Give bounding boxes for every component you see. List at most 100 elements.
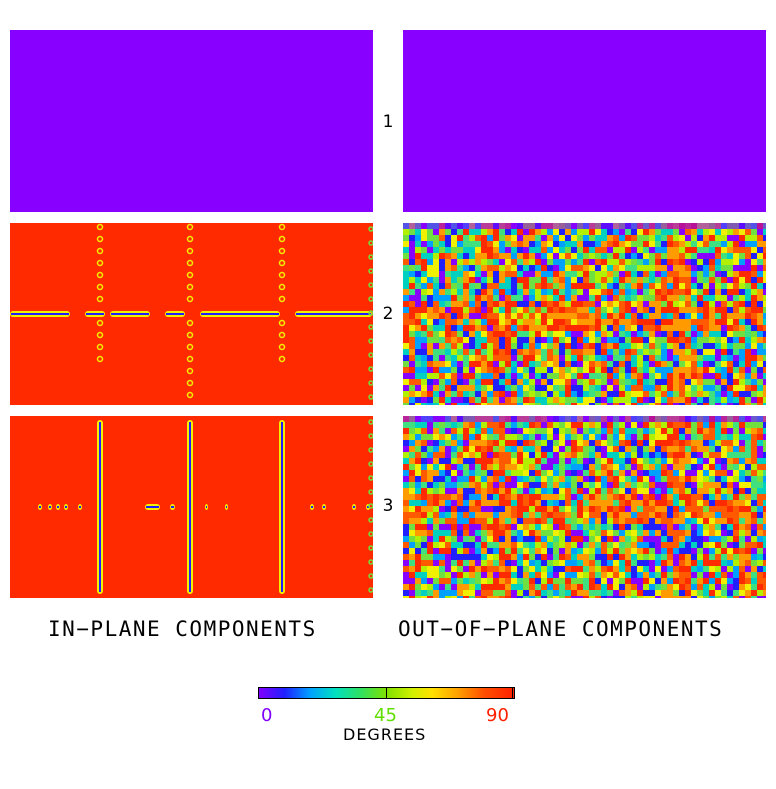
mosaic-cell bbox=[457, 446, 463, 452]
mosaic-cell bbox=[679, 512, 685, 518]
mosaic-cell bbox=[475, 241, 481, 247]
mosaic-cell bbox=[457, 229, 463, 235]
mosaic-cell bbox=[589, 361, 595, 367]
mosaic-cell bbox=[475, 530, 481, 536]
mosaic-cell bbox=[655, 494, 661, 500]
mosaic-cell bbox=[577, 229, 583, 235]
mosaic-cell bbox=[433, 482, 439, 488]
mosaic-cell bbox=[559, 307, 565, 313]
mosaic-cell bbox=[667, 446, 673, 452]
mosaic-cell bbox=[421, 337, 427, 343]
mosaic-cell bbox=[721, 596, 727, 598]
mosaic-cell bbox=[553, 578, 559, 584]
mosaic-cell bbox=[433, 488, 439, 494]
mosaic-cell bbox=[499, 482, 505, 488]
mosaic-cell bbox=[415, 434, 421, 440]
mosaic-cell bbox=[625, 572, 631, 578]
mosaic-cell bbox=[577, 325, 583, 331]
mosaic-cell bbox=[727, 458, 733, 464]
mosaic-cell bbox=[517, 355, 523, 361]
mosaic-cell bbox=[439, 434, 445, 440]
mosaic-cell bbox=[637, 253, 643, 259]
mosaic-cell bbox=[601, 355, 607, 361]
mosaic-cell bbox=[649, 428, 655, 434]
mosaic-cell bbox=[721, 301, 727, 307]
mosaic-cell bbox=[451, 325, 457, 331]
mosaic-cell bbox=[637, 271, 643, 277]
mosaic-cell bbox=[445, 349, 451, 355]
mosaic-cell bbox=[613, 422, 619, 428]
mosaic-cell bbox=[601, 470, 607, 476]
mosaic-cell bbox=[685, 271, 691, 277]
mosaic-cell bbox=[589, 241, 595, 247]
mosaic-cell bbox=[631, 367, 637, 373]
mosaic-cell bbox=[763, 361, 766, 367]
mosaic-cell bbox=[733, 349, 739, 355]
mosaic-cell bbox=[739, 470, 745, 476]
mosaic-cell bbox=[571, 554, 577, 560]
defect-dot bbox=[96, 331, 104, 339]
mosaic-cell bbox=[559, 337, 565, 343]
mosaic-cell bbox=[649, 584, 655, 590]
mosaic-cell bbox=[439, 307, 445, 313]
mosaic-cell bbox=[535, 518, 541, 524]
mosaic-cell bbox=[679, 542, 685, 548]
mosaic-cell bbox=[487, 367, 493, 373]
mosaic-cell bbox=[607, 452, 613, 458]
mosaic-cell bbox=[475, 301, 481, 307]
mosaic-cell bbox=[625, 307, 631, 313]
mosaic-cell bbox=[751, 385, 757, 391]
mosaic-cell bbox=[463, 572, 469, 578]
mosaic-cell bbox=[559, 512, 565, 518]
mosaic-cell bbox=[601, 361, 607, 367]
mosaic-cell bbox=[715, 349, 721, 355]
mosaic-cell bbox=[607, 536, 613, 542]
mosaic-cell bbox=[637, 578, 643, 584]
mosaic-cell bbox=[547, 464, 553, 470]
mosaic-cell bbox=[469, 241, 475, 247]
mosaic-cell bbox=[685, 235, 691, 241]
panel-inplane-row1 bbox=[10, 30, 373, 212]
mosaic-cell bbox=[505, 379, 511, 385]
mosaic-cell bbox=[415, 277, 421, 283]
mosaic-cell bbox=[535, 488, 541, 494]
mosaic-cell bbox=[613, 253, 619, 259]
mosaic-cell bbox=[703, 584, 709, 590]
mosaic-cell bbox=[727, 385, 733, 391]
defect-dot bbox=[186, 235, 194, 243]
mosaic-cell bbox=[655, 596, 661, 598]
mosaic-cell bbox=[637, 590, 643, 596]
mosaic-cell bbox=[433, 385, 439, 391]
mosaic-cell bbox=[589, 337, 595, 343]
mosaic-cell bbox=[457, 373, 463, 379]
mosaic-cell bbox=[409, 277, 415, 283]
mosaic-cell bbox=[607, 476, 613, 482]
mosaic-cell bbox=[763, 247, 766, 253]
mosaic-cell bbox=[559, 530, 565, 536]
edge-dot bbox=[368, 324, 373, 330]
mosaic-cell bbox=[493, 253, 499, 259]
mosaic-cell bbox=[607, 458, 613, 464]
mosaic-cell bbox=[415, 458, 421, 464]
mosaic-cell bbox=[547, 578, 553, 584]
mosaic-cell bbox=[457, 397, 463, 403]
mosaic-cell bbox=[589, 349, 595, 355]
mosaic-cell bbox=[625, 343, 631, 349]
edge-dot bbox=[368, 366, 373, 372]
mosaic-cell bbox=[715, 560, 721, 566]
mosaic-cell bbox=[727, 355, 733, 361]
mosaic-cell bbox=[427, 235, 433, 241]
mosaic-cell bbox=[553, 301, 559, 307]
mosaic-cell bbox=[475, 560, 481, 566]
mosaic-cell bbox=[625, 440, 631, 446]
mosaic-cell bbox=[481, 494, 487, 500]
mosaic-cell bbox=[487, 301, 493, 307]
mosaic-cell bbox=[427, 506, 433, 512]
mosaic-cell bbox=[595, 548, 601, 554]
mosaic-cell bbox=[625, 560, 631, 566]
mosaic-cell bbox=[715, 331, 721, 337]
mosaic-cell bbox=[589, 289, 595, 295]
mosaic-cell bbox=[625, 488, 631, 494]
mosaic-cell bbox=[481, 247, 487, 253]
mosaic-cell bbox=[505, 536, 511, 542]
